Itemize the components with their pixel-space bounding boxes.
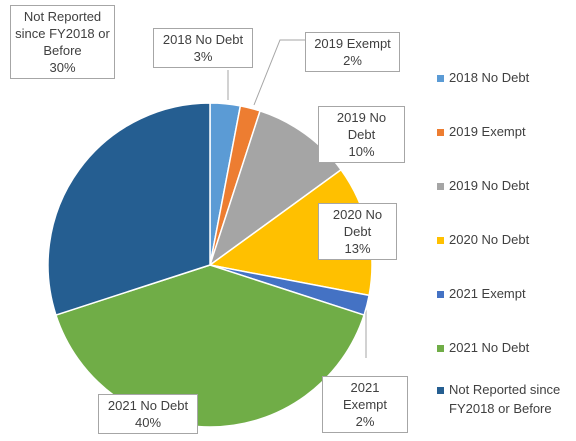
legend-swatch (437, 345, 444, 352)
data-label: Not Reported since FY2018 or Before 30% (10, 5, 115, 79)
data-label-name: Not Reported since FY2018 or Before (15, 9, 110, 58)
legend-swatch (437, 75, 444, 82)
legend-swatch (437, 387, 444, 394)
legend-label: 2019 No Debt (449, 178, 530, 193)
data-label: 2021 No Debt 40% (98, 394, 198, 434)
leader-line (253, 39, 305, 106)
legend-swatch (437, 237, 444, 244)
data-label-name: 2019 No Debt (336, 110, 387, 142)
legend-swatch (437, 183, 444, 190)
data-label-value: 10% (348, 144, 375, 159)
data-label: 2018 No Debt 3% (153, 28, 253, 68)
data-label-value: 13% (344, 241, 371, 256)
data-label: 2020 No Debt 13% (318, 203, 397, 260)
pie-slice (47, 102, 211, 317)
data-label: 2021 Exempt 2% (322, 376, 408, 433)
legend-label: 2019 Exempt (449, 124, 526, 139)
data-label: 2019 No Debt 10% (318, 106, 405, 163)
legend-label: 2021 Exempt (449, 286, 526, 301)
data-label-name: 2019 Exempt (314, 36, 391, 51)
pie-slice (208, 109, 343, 267)
data-label-value: 30% (49, 60, 76, 75)
data-label-name: 2021 No Debt (107, 398, 189, 413)
legend-swatch (437, 129, 444, 136)
legend-label: 2021 No Debt (449, 340, 530, 355)
data-label-value: 3% (193, 49, 213, 64)
pie-slice (54, 264, 366, 428)
data-label-name: 2020 No Debt (332, 207, 383, 239)
legend-label: 2020 No Debt (449, 232, 530, 247)
data-label-value: 2% (355, 414, 375, 429)
data-label-name: 2018 No Debt (162, 32, 244, 47)
data-label: 2019 Exempt 2% (305, 32, 400, 72)
legend-label: 2018 No Debt (449, 70, 530, 85)
legend-label: Not Reported since FY2018 or Before (449, 382, 561, 416)
data-label-value: 2% (343, 53, 362, 68)
data-label-value: 40% (134, 415, 162, 430)
data-label-name: 2021 Exempt (342, 380, 388, 412)
legend-swatch (437, 291, 444, 298)
